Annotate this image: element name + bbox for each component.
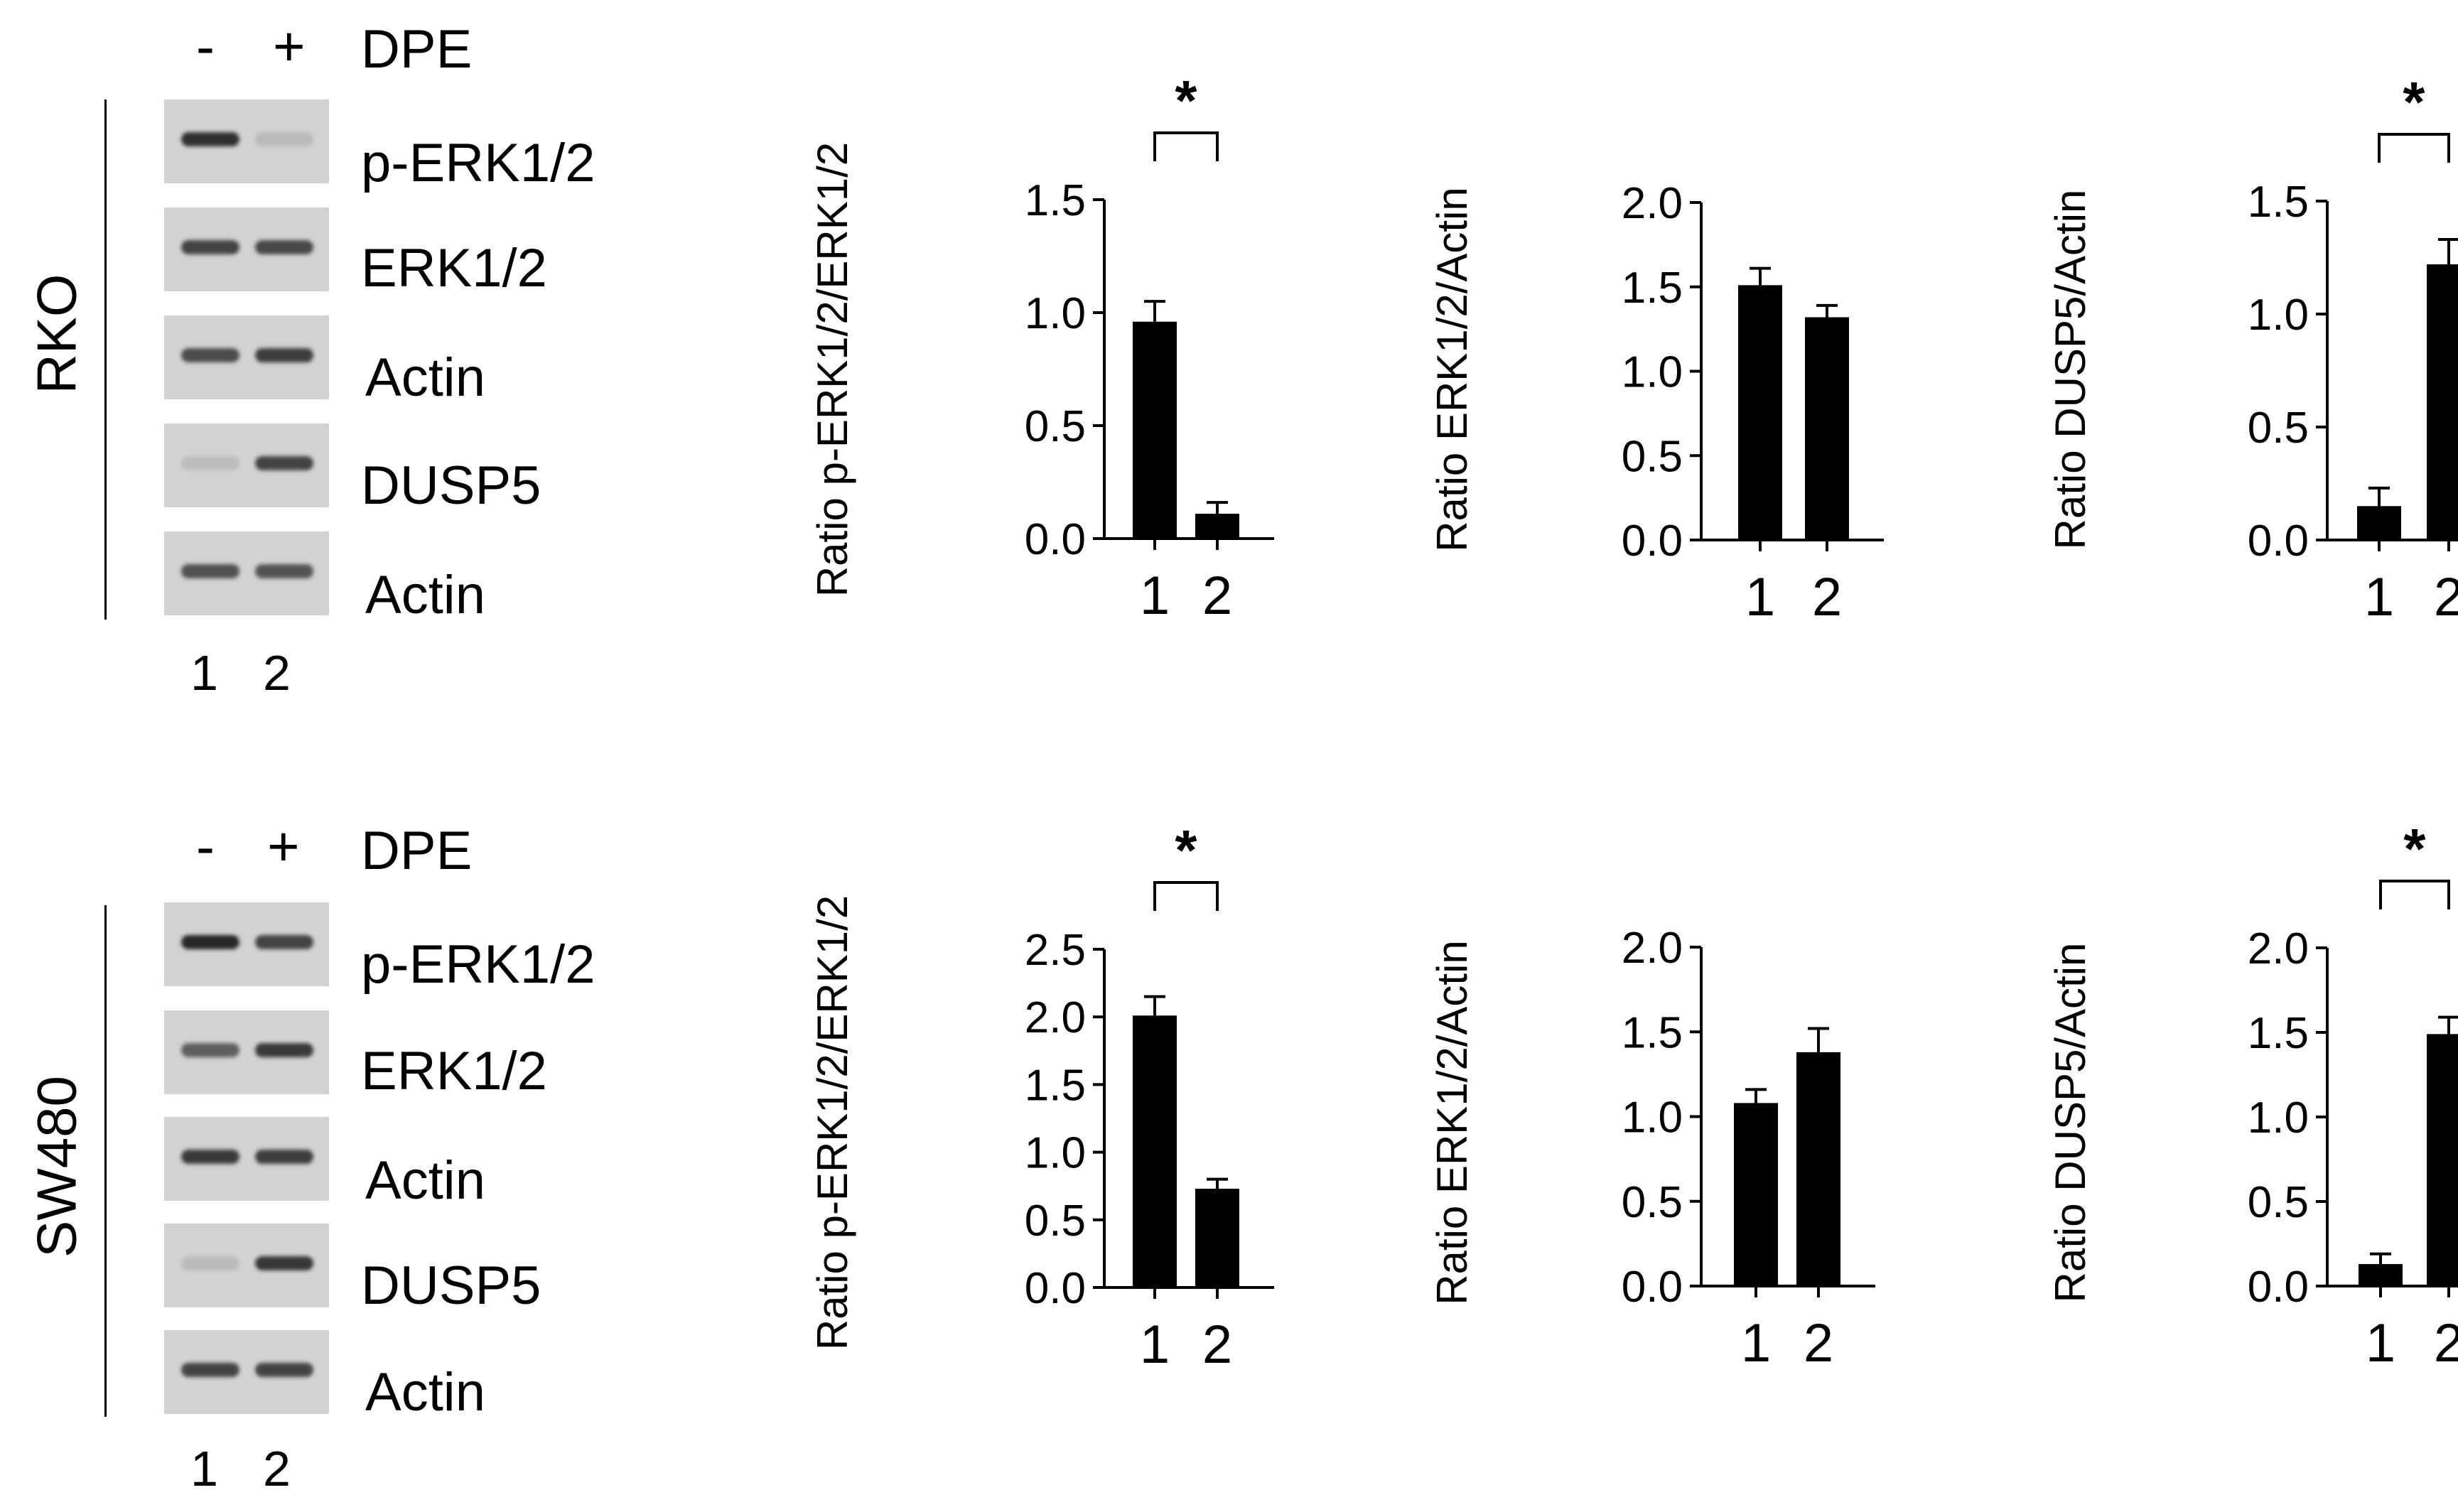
- lane-number: 1: [190, 645, 218, 701]
- blot-strip: [164, 423, 329, 507]
- blot-strip: [164, 1010, 329, 1094]
- blot-band: [255, 132, 313, 146]
- blot-label: p-ERK1/2: [361, 133, 595, 193]
- blot-band: [255, 1256, 313, 1270]
- blot-strip: [164, 1330, 329, 1414]
- blot-band: [255, 348, 313, 362]
- blot-label: ERK1/2: [361, 1041, 547, 1101]
- cell-line-bracket: [104, 905, 107, 1417]
- blot-strip: [164, 902, 329, 986]
- blot-label: Actin: [365, 347, 485, 408]
- blot-band: [255, 935, 313, 949]
- blot-band: [255, 1363, 313, 1377]
- panel-sw480: SW480 - + DPE p-ERK1/2 ERK1/2 Actin DUSP…: [0, 740, 2458, 1496]
- panel-rko: RKO - + DPE p-ERK1/2 ERK1/2 Actin DUSP5 …: [25, 15, 595, 701]
- blot-label: Actin: [365, 1150, 485, 1211]
- blot-strip: [164, 315, 329, 399]
- cell-line-label: SW480: [25, 1076, 88, 1258]
- blot-band: [181, 240, 239, 254]
- blot-band: [181, 456, 239, 470]
- blot-strip: [164, 531, 329, 615]
- lane-number: 1: [190, 1441, 218, 1496]
- blot-band: [181, 564, 239, 578]
- treatment-sign-plus: +: [273, 15, 306, 77]
- blot-label: DUSP5: [361, 1256, 541, 1316]
- blot-band: [255, 240, 313, 254]
- blot-label: Actin: [365, 565, 485, 625]
- treatment-label: DPE: [361, 19, 473, 80]
- blot-band: [181, 132, 239, 146]
- lane-number: 2: [263, 1441, 291, 1496]
- treatment-label: DPE: [361, 821, 473, 881]
- blot-band: [181, 935, 239, 949]
- lane-number: 2: [263, 645, 291, 701]
- blot-strip: [164, 99, 329, 183]
- blot-band: [181, 1043, 239, 1057]
- blot-band: [181, 1256, 239, 1270]
- blot-band: [181, 1363, 239, 1377]
- blot-strip: [164, 207, 329, 291]
- blot-band: [255, 1043, 313, 1057]
- blot-label: p-ERK1/2: [361, 934, 595, 995]
- blot-label: DUSP5: [361, 455, 541, 516]
- blot-label: Actin: [365, 1362, 485, 1422]
- blot-band: [255, 564, 313, 578]
- blot-band: [255, 456, 313, 470]
- blot-label: ERK1/2: [361, 238, 547, 298]
- blot-band: [181, 1150, 239, 1164]
- blot-strip: [164, 1224, 329, 1307]
- treatment-sign-minus: -: [196, 815, 215, 878]
- blot-band: [255, 1150, 313, 1164]
- blot-band: [181, 348, 239, 362]
- cell-line-bracket: [104, 99, 107, 620]
- blot-strip: [164, 1117, 329, 1201]
- treatment-sign-minus: -: [196, 15, 215, 77]
- treatment-sign-plus: +: [267, 815, 300, 878]
- cell-line-label: RKO: [25, 274, 88, 394]
